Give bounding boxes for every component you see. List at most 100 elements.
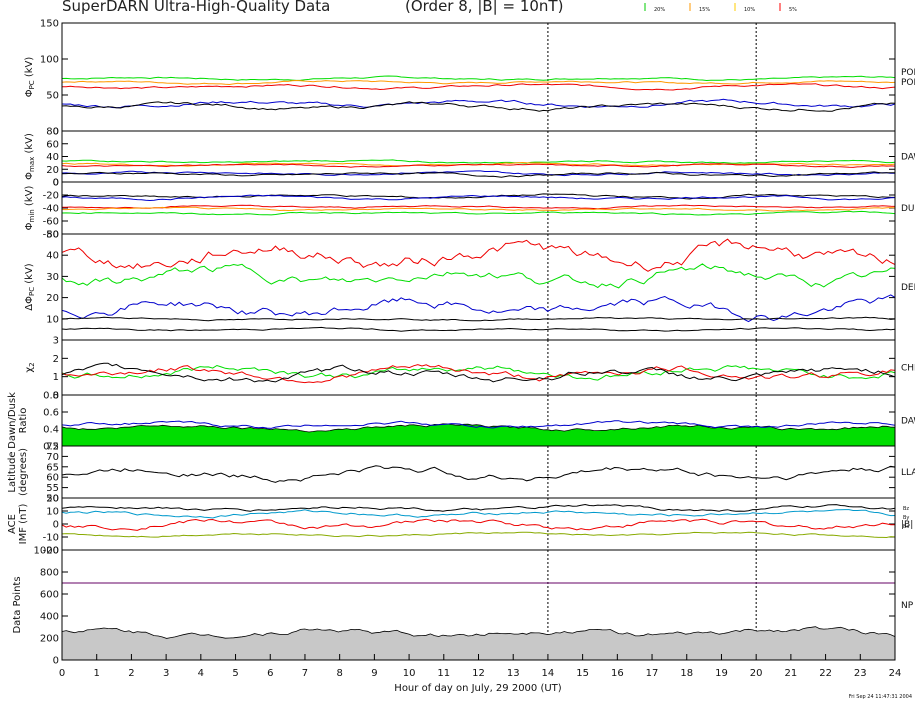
order-note: (Order 8, |B| = 10nT) <box>405 0 563 15</box>
y-tick-label: 3 <box>53 336 59 347</box>
x-tick-label: 22 <box>819 668 832 679</box>
y-tick-label: 0 <box>53 178 59 189</box>
series-line <box>62 465 895 483</box>
y-tick-label: 20 <box>46 165 59 176</box>
y-tick-label: 50 <box>46 91 59 102</box>
x-tick-label: 14 <box>542 668 555 679</box>
x-tick-label: 5 <box>232 668 238 679</box>
series-line <box>62 194 895 202</box>
series-line <box>62 362 895 383</box>
x-tick-label: 19 <box>715 668 728 679</box>
series-line <box>62 159 895 164</box>
x-tick-label: 4 <box>198 668 204 679</box>
series-line <box>62 79 895 86</box>
y-axis-label: Latitude <box>7 451 18 492</box>
series-line <box>62 171 895 178</box>
y-tick-label: 0 <box>53 391 59 402</box>
percent-legend: 20% 15% 10% 5% <box>644 3 797 13</box>
imf-legend-label: By <box>903 515 909 521</box>
series-line <box>62 206 895 212</box>
y-tick-label: -20 <box>43 191 59 202</box>
series-group <box>62 193 895 216</box>
series-group <box>62 159 895 178</box>
y-tick-label: 80 <box>46 127 59 138</box>
y-tick-label: 2 <box>53 354 59 365</box>
y-tick-label: 0.2 <box>43 442 59 453</box>
y-axis-label: Φmin (kV) <box>24 186 36 231</box>
x-tick-label: 21 <box>785 668 798 679</box>
series-line <box>62 326 895 332</box>
panel-chi: 0 1 2 3 χ2 CHI <box>24 336 915 402</box>
series-line <box>62 294 895 323</box>
y-tick-label: 40 <box>46 152 59 163</box>
series-line <box>62 83 895 91</box>
y-tick-label: -20 <box>43 546 59 557</box>
x-tick-label: 0 <box>59 668 65 679</box>
x-axis-ticks: 0 1 2 3 4 5 6 7 8 9 10 11 12 13 14 15 16 17 18 19 20 21 22 23 24 <box>59 654 902 679</box>
timestamp: Fri Sep 24 11:47:31 2004 <box>849 694 912 700</box>
imf-legend-label: Bz <box>903 506 909 512</box>
series-line <box>62 98 895 109</box>
series-line <box>62 170 895 177</box>
series-line <box>62 163 895 168</box>
series-line <box>62 531 895 539</box>
y-axis-label: IMF (nT) <box>18 504 29 545</box>
panel-dphipc: 10 20 30 40 50 ΔΦPC (kV) DEL <box>24 230 915 341</box>
legend-label: 20% <box>654 7 665 13</box>
legend-label: 15% <box>699 7 710 13</box>
panel-right-label: DAW <box>901 153 915 163</box>
y-tick-label: -80 <box>43 230 59 241</box>
y-tick-label: 150 <box>40 19 59 30</box>
x-tick-label: 17 <box>646 668 659 679</box>
panel-frame <box>61 445 896 499</box>
panel-right-label: DAW <box>901 417 915 427</box>
y-tick-label: 0.8 <box>43 391 59 402</box>
series-line <box>62 210 895 216</box>
series-line <box>62 101 895 112</box>
panel-frame <box>61 181 896 235</box>
panel-right-label: CHI <box>901 364 915 374</box>
series-line <box>62 518 895 531</box>
y-tick-label: 0 <box>53 178 59 189</box>
y-tick-label: 200 <box>40 634 59 645</box>
y-axis-label: ACE <box>7 514 18 534</box>
panel-frame <box>61 22 896 132</box>
series-line <box>62 238 895 272</box>
series-group <box>62 465 895 483</box>
series-group <box>62 75 895 112</box>
y-tick-label: 20 <box>46 293 59 304</box>
x-tick-label: 11 <box>437 668 450 679</box>
y-tick-label: 10 <box>46 507 59 518</box>
y-tick-label: 20 <box>46 494 59 505</box>
x-tick-label: 12 <box>472 668 485 679</box>
series-line <box>62 509 895 519</box>
x-tick-label: 10 <box>403 668 416 679</box>
y-tick-label: 50 <box>46 230 59 241</box>
y-tick-label: 10 <box>46 314 59 325</box>
panel-right-label: DEL <box>901 283 915 293</box>
panel-imf: -20 -10 0 10 20 ACE IMF (nT) |B| Bz By Bx <box>7 494 913 557</box>
figure-title: SuperDARN Ultra-High-Quality Data <box>62 0 330 15</box>
series-area <box>62 626 895 660</box>
y-tick-label: 60 <box>46 473 59 484</box>
y-tick-label: 1000 <box>34 546 59 557</box>
y-axis-label: ΦPC (kV) <box>24 57 36 98</box>
series-group <box>62 420 895 446</box>
y-tick-label: 65 <box>46 462 59 473</box>
panel-right-label: |B| <box>901 520 913 530</box>
y-tick-label: 40 <box>46 251 59 262</box>
y-axis-label: Data Points <box>12 576 23 633</box>
y-axis-label: ΔΦPC (kV) <box>24 263 36 311</box>
y-tick-label: 60 <box>46 139 59 150</box>
series-line <box>62 75 895 82</box>
panel-right-label: DUS <box>901 204 915 214</box>
x-tick-label: 24 <box>889 668 902 679</box>
series-group <box>62 362 895 384</box>
panel-right-label: POL <box>901 68 915 78</box>
series-line <box>62 204 895 210</box>
y-tick-label: -10 <box>43 533 59 544</box>
